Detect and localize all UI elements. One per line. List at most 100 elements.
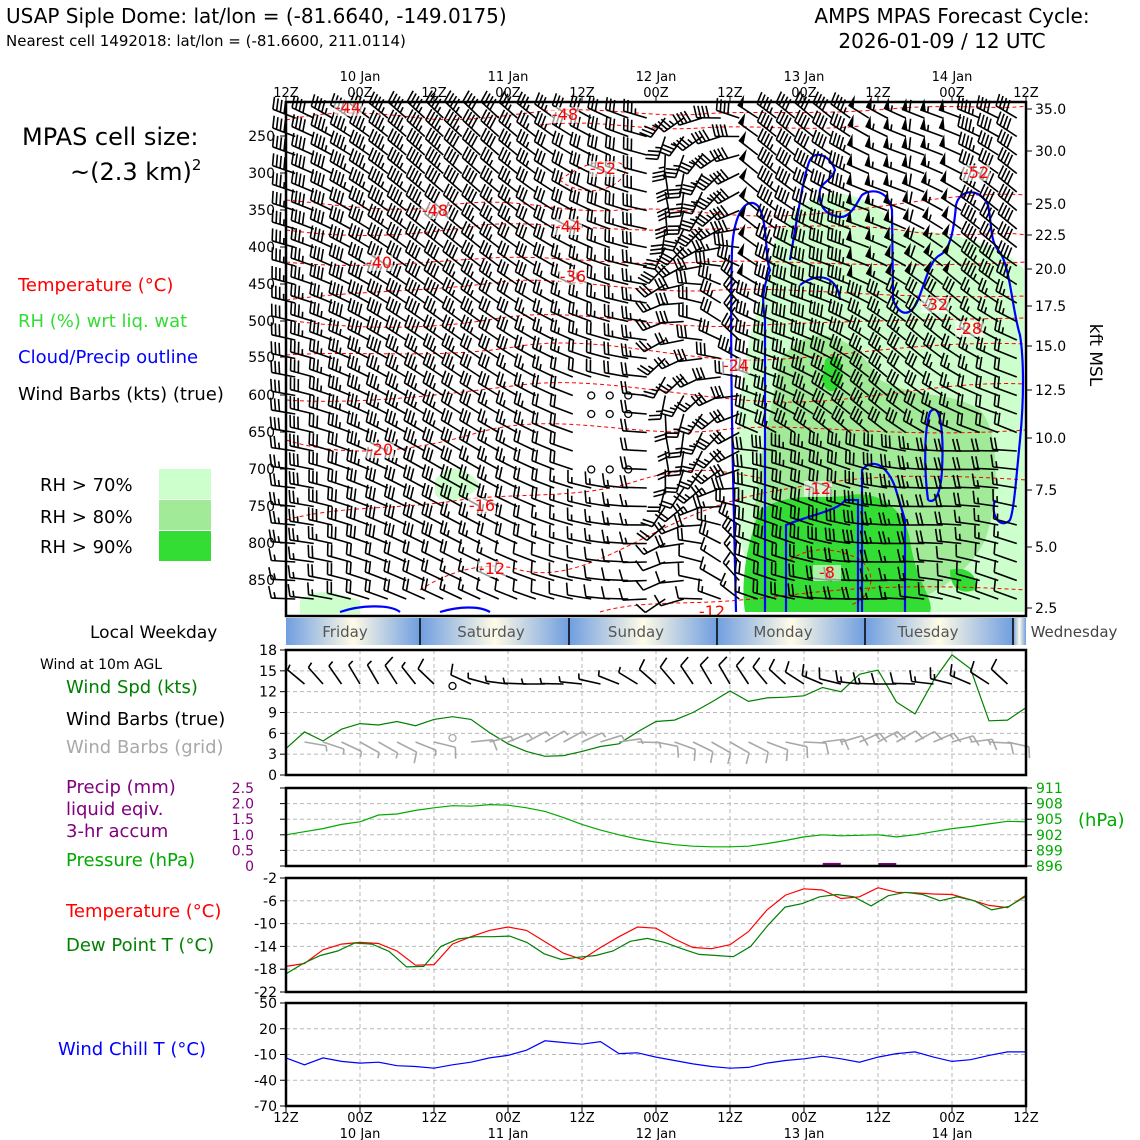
barb-flag: [601, 529, 606, 543]
barb-shaft: [785, 741, 808, 748]
barb-flag: [833, 94, 840, 107]
barb-pennant: [738, 130, 747, 144]
barb-pennant: [883, 172, 889, 186]
barb-flag: [796, 131, 804, 144]
barb-shaft: [659, 666, 676, 685]
barb-flag: [655, 292, 661, 306]
barb-flag: [781, 170, 788, 183]
barb-flag: [328, 205, 334, 218]
barb-flag: [885, 387, 893, 400]
barb-half: [702, 564, 706, 571]
barb-flag: [1006, 191, 1014, 204]
barb-flag: [549, 430, 552, 444]
barb-half: [964, 363, 968, 371]
barb-flag: [370, 187, 377, 200]
barb-flag: [346, 485, 350, 499]
barb-flag: [605, 97, 609, 110]
barb-flag: [742, 395, 746, 409]
barb-flag: [815, 408, 822, 421]
barb-flag: [279, 99, 283, 113]
barb-flag: [783, 229, 788, 243]
barb-flag: [448, 263, 455, 276]
barb-half: [484, 675, 487, 682]
barb-flag: [713, 232, 717, 245]
barb-flag: [513, 409, 518, 423]
barb-pennant: [924, 260, 932, 274]
barb-flag: [837, 410, 845, 423]
barb-flag: [997, 183, 1005, 196]
barb-half: [588, 497, 591, 504]
barb-flag: [773, 204, 779, 217]
barb-flag: [433, 172, 441, 185]
bottom-date-label: 14 Jan: [932, 1127, 973, 1140]
barb-flag: [271, 209, 274, 223]
barb-flag: [316, 415, 319, 428]
barb-half: [461, 546, 465, 554]
barb-flag: [797, 285, 801, 298]
barb-flag: [731, 436, 735, 449]
label-bg: [722, 358, 750, 374]
barb-half: [624, 518, 628, 526]
barb-flag: [396, 172, 403, 185]
barb-flag: [429, 374, 435, 388]
barb-flag: [701, 152, 712, 163]
barb-flag: [838, 174, 843, 188]
barb-flag: [814, 390, 822, 403]
barb-flag: [497, 202, 504, 215]
barb-flag: [426, 223, 434, 236]
barb-flag: [680, 656, 689, 667]
barb-flag: [327, 411, 331, 425]
barb-flag: [294, 209, 298, 222]
barb-half: [361, 144, 366, 151]
barb-flag: [392, 207, 400, 220]
barb-shaft: [692, 741, 714, 753]
barb-flag: [702, 251, 706, 265]
height-tick-label: 2.5: [1035, 601, 1057, 617]
barb-flag: [339, 266, 344, 280]
barb-flag: [410, 281, 418, 294]
barb-flag: [852, 353, 859, 366]
barb-flag: [451, 191, 459, 204]
barb-flag: [909, 227, 915, 240]
barb-flag: [975, 355, 979, 368]
barb-flag: [830, 431, 834, 445]
barb-half: [394, 420, 399, 427]
barb-flag: [458, 445, 464, 458]
barb-shaft: [644, 598, 666, 614]
barb-half: [891, 269, 895, 277]
barb-shaft: [819, 678, 842, 685]
barb-flag: [830, 469, 833, 483]
barb-flag: [896, 494, 902, 507]
barb-flag: [863, 549, 869, 563]
barb-flag: [522, 170, 529, 183]
barb-flag: [978, 413, 982, 426]
barb-flag: [497, 221, 504, 234]
barb-flag: [854, 301, 860, 314]
barb-flag: [755, 222, 761, 235]
barb-flag: [514, 241, 521, 254]
barb-flag: [719, 572, 726, 585]
barb-half: [588, 534, 591, 541]
barb-flag: [495, 408, 501, 422]
barb-flag: [668, 211, 682, 215]
barb-flag: [677, 514, 684, 527]
barb-half: [624, 499, 628, 507]
barb-flag: [678, 191, 692, 196]
barb-flag: [294, 246, 297, 260]
top-date-label: 14 Jan: [932, 70, 973, 85]
barb-flag: [658, 534, 665, 547]
barb-flag: [1003, 151, 1010, 164]
barb-flag: [554, 170, 560, 183]
barb-shaft: [766, 741, 788, 751]
barb-flag: [734, 374, 738, 388]
barb-flag: [982, 186, 989, 199]
barb-flag: [760, 322, 764, 335]
barb-flag: [639, 364, 652, 373]
barb-flag: [793, 246, 798, 259]
barb-flag: [313, 170, 318, 184]
barb-flag: [384, 427, 389, 440]
barb-flag: [959, 184, 966, 197]
barb-flag: [924, 372, 931, 386]
barb-flag: [980, 114, 985, 127]
barb-flag: [444, 297, 451, 311]
